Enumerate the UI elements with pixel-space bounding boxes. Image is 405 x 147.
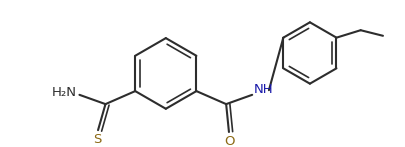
Text: O: O bbox=[224, 135, 234, 147]
Text: NH: NH bbox=[253, 83, 273, 96]
Text: S: S bbox=[93, 133, 101, 146]
Text: H₂N: H₂N bbox=[52, 86, 77, 98]
